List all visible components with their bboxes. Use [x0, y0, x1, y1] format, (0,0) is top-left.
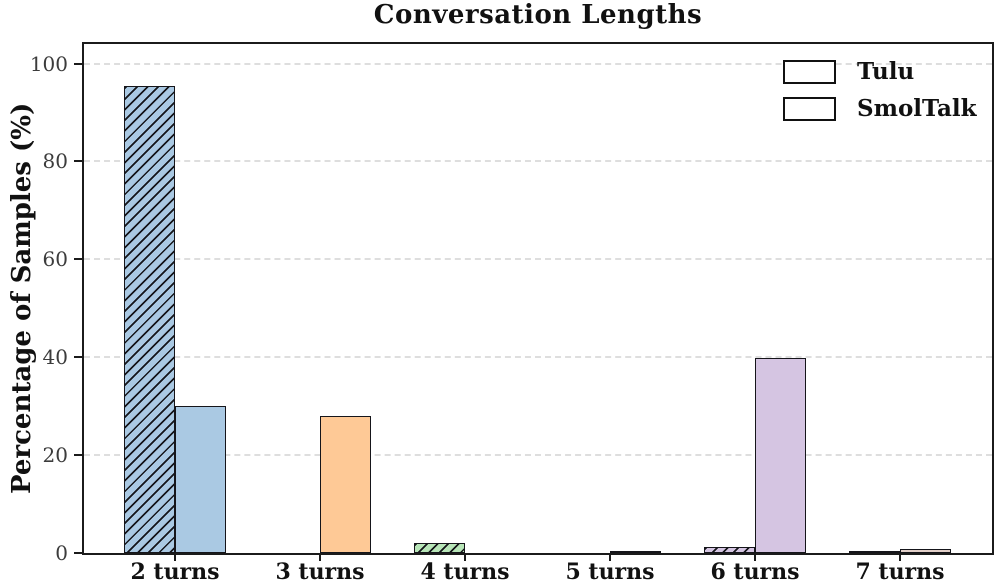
bar-smoltalk-3-turns — [320, 415, 371, 553]
x-tickmark-5 — [754, 553, 756, 561]
bar-smoltalk-6-turns — [755, 358, 806, 553]
y-tickmark-80 — [74, 160, 82, 163]
y-tickmark-20 — [74, 454, 82, 457]
bar-smoltalk-7-turns — [900, 549, 951, 553]
y-tickmark-60 — [74, 258, 82, 261]
y-tick-label-40: 40 — [42, 345, 68, 370]
x-tick-label-3-turns: 3 turns — [275, 559, 365, 585]
bar-tulu-2-turns — [124, 85, 175, 553]
bar-tulu-7-turns — [849, 551, 900, 553]
x-tickmark-6 — [899, 553, 901, 561]
legend: Tulu SmolTalk — [783, 58, 977, 122]
gridline-40 — [84, 356, 992, 359]
x-tick-label-4-turns: 4 turns — [420, 559, 510, 585]
x-tick-label-5-turns: 5 turns — [565, 559, 655, 585]
legend-item-smoltalk: SmolTalk — [783, 95, 977, 122]
y-tickmark-0 — [74, 552, 82, 554]
y-tick-label-0: 0 — [55, 541, 68, 565]
bar-smoltalk-5-turns — [610, 550, 661, 553]
x-tickmark-2 — [319, 553, 321, 561]
x-tickmark-3 — [464, 553, 466, 561]
y-tick-label-100: 100 — [29, 51, 68, 76]
bar-smoltalk-2-turns — [175, 406, 226, 553]
x-tick-label-6-turns: 6 turns — [710, 559, 800, 585]
gridline-60 — [84, 258, 992, 261]
smoltalk-legend-label: SmolTalk — [857, 95, 977, 122]
x-tick-label-7-turns: 7 turns — [855, 559, 945, 585]
gridline-100 — [84, 62, 992, 65]
tulu-legend-swatch — [783, 59, 836, 84]
smoltalk-legend-swatch — [783, 96, 836, 121]
bar-tulu-6-turns — [704, 547, 755, 553]
x-tick-label-2-turns: 2 turns — [130, 559, 220, 585]
y-tickmark-40 — [74, 356, 82, 359]
x-tickmark-1 — [174, 553, 176, 561]
chart-title: Conversation Lengths — [373, 0, 703, 30]
legend-item-tulu: Tulu — [783, 58, 977, 85]
y-tick-label-60: 60 — [42, 247, 68, 272]
y-axis-label: Percentage of Samples (%) — [7, 102, 37, 495]
x-tickmark-4 — [609, 553, 611, 561]
bar-tulu-4-turns — [414, 543, 465, 553]
tulu-legend-label: Tulu — [857, 58, 915, 85]
gridline-20 — [84, 454, 992, 457]
plot-area: Tulu SmolTalk — [82, 42, 994, 555]
y-tick-label-20: 20 — [42, 443, 68, 468]
gridline-80 — [84, 160, 992, 163]
y-tick-label-80: 80 — [42, 149, 68, 174]
y-tickmark-100 — [74, 62, 82, 65]
